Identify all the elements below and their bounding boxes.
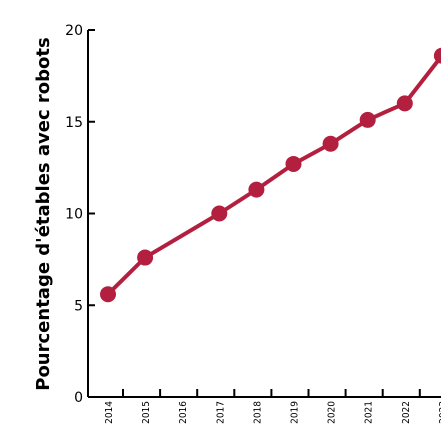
x-tick-label: 2019	[290, 401, 301, 424]
data-point	[396, 95, 413, 112]
x-tick-label: 2022	[401, 401, 412, 424]
data-point	[248, 181, 265, 198]
y-axis-title: Pourcentage d'étables avec robots	[33, 37, 54, 391]
x-tick-label: 2014	[104, 401, 115, 424]
data-point	[285, 155, 302, 172]
x-tick-label: 2021	[364, 401, 375, 424]
series-line	[106, 53, 441, 297]
y-tick-label: 0	[74, 390, 83, 406]
x-axis: 2014 2015 2016 2017 2018 2019 2020 2021 2022 2023	[88, 389, 441, 424]
y-tick-label: 10	[65, 207, 83, 223]
y-tick-label: 5	[74, 298, 83, 314]
x-tick-label: 2020	[327, 401, 338, 424]
x-tick-label: 2023	[438, 401, 441, 424]
data-point	[137, 249, 154, 266]
y-tick-label: 20	[65, 23, 83, 39]
series-layer	[100, 47, 441, 303]
y-axis: 0 5 10 15 20	[65, 23, 95, 406]
x-tick-label: 2017	[215, 401, 226, 424]
data-point	[359, 111, 376, 128]
data-point	[211, 205, 228, 222]
data-point	[100, 286, 116, 303]
x-tick-label: 2018	[252, 401, 263, 424]
x-tick-label: 2016	[178, 401, 189, 424]
x-tick-label: 2015	[141, 401, 152, 424]
data-point	[433, 47, 441, 64]
y-tick-label: 15	[65, 115, 83, 131]
data-point	[322, 135, 339, 152]
